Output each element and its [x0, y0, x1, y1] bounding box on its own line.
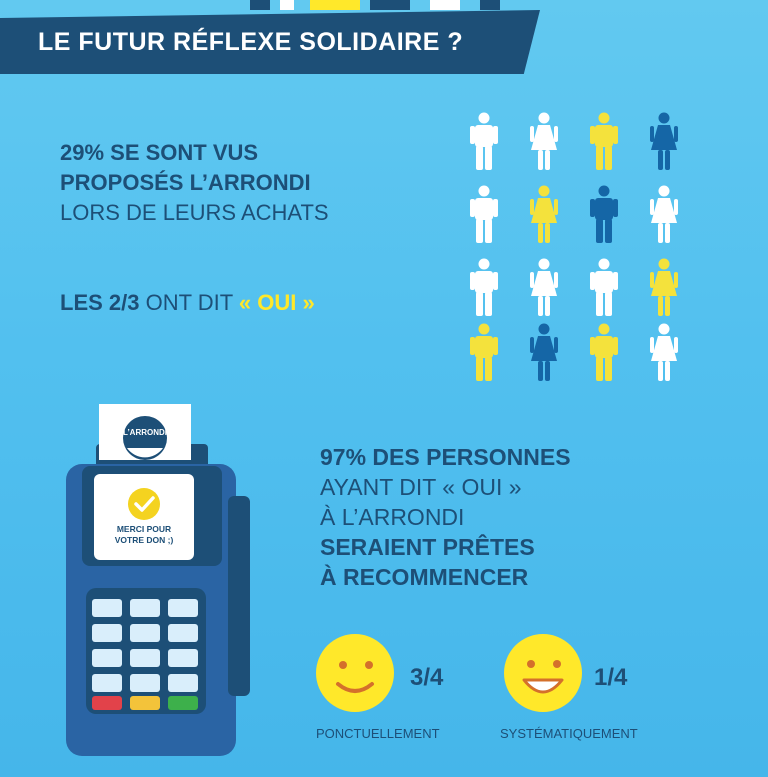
stat1-line2: PROPOSÉS L’ARRONDI [60, 170, 311, 195]
stat3-line2: AYANT DIT « OUI » [320, 474, 522, 500]
stat1-line3: LORS DE LEURS ACHATS [60, 200, 329, 225]
label-systematic: SYSTÉMATIQUEMENT [500, 726, 638, 741]
stat3-line5: À RECOMMENCER [320, 564, 529, 590]
title-banner [0, 10, 540, 74]
person-female-icon [530, 185, 558, 243]
people-grid [462, 112, 702, 382]
screen-line2: VOTRE DON ;) [114, 535, 174, 545]
terminal-screen-text: MERCI POUR VOTRE DON ;) [100, 524, 188, 546]
fraction-punctual: 3/4 [410, 664, 444, 691]
payment-terminal-icon [66, 444, 250, 756]
person-male-icon [590, 112, 618, 170]
person-female-icon [530, 258, 558, 316]
screen-line1: MERCI POUR [116, 524, 172, 534]
person-male-icon [470, 185, 498, 243]
label-punctual: PONCTUELLEMENT [316, 726, 440, 741]
page-title: LE FUTUR RÉFLEXE SOLIDAIRE ? [38, 28, 464, 56]
stat-ready-again: 97% DES PERSONNES AYANT DIT « OUI » À L’… [320, 442, 571, 592]
person-male-icon [590, 185, 618, 243]
person-female-icon [650, 112, 678, 170]
stat3-line1: 97% DES PERSONNES [320, 444, 571, 470]
stat2-oui: « OUI » [238, 290, 315, 315]
person-female-icon [530, 112, 558, 170]
person-male-icon [470, 112, 498, 170]
smiley-smile-icon [316, 634, 394, 712]
person-male-icon [470, 323, 498, 381]
stat-arrondi-proposed: 29% SE SONT VUS PROPOSÉS L’ARRONDI LORS … [60, 138, 329, 228]
person-female-icon [530, 323, 558, 381]
stat3-line3: À L’ARRONDI [320, 504, 465, 530]
stat2-bold: LES 2/3 [60, 290, 140, 315]
arrondi-logo [123, 416, 167, 460]
arrondi-logo-text: L’ARRONDI [123, 428, 167, 437]
stat2-rest: ONT DIT [139, 290, 239, 315]
person-male-icon [470, 258, 498, 316]
person-female-icon [650, 258, 678, 316]
fraction-systematic: 1/4 [594, 664, 628, 691]
person-male-icon [590, 323, 618, 381]
person-female-icon [650, 323, 678, 381]
stat3-line4: SERAIENT PRÊTES [320, 534, 535, 560]
person-female-icon [650, 185, 678, 243]
smiley-grin-icon [504, 634, 582, 712]
person-male-icon [590, 258, 618, 316]
stat1-line1: 29% SE SONT VUS [60, 140, 259, 165]
stat-two-thirds: LES 2/3 ONT DIT « OUI » [60, 288, 315, 318]
top-illustration [250, 0, 500, 10]
